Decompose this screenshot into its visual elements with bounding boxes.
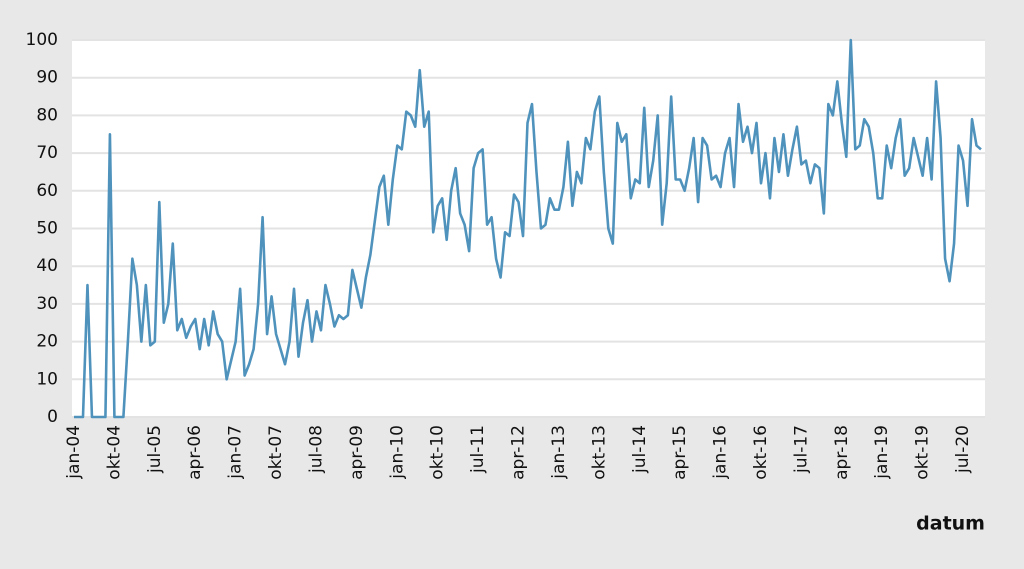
x-tick-label: okt-16 (751, 425, 771, 480)
y-tick-label: 20 (36, 332, 58, 352)
x-tick-label: okt-04 (104, 425, 124, 480)
x-tick-label: apr-12 (509, 425, 529, 480)
x-tick-label: jul-20 (953, 425, 973, 474)
x-tick-label: apr-06 (185, 425, 205, 480)
x-tick-label: apr-09 (347, 425, 367, 480)
x-tick-label: jan-04 (64, 425, 84, 480)
x-tick-label: okt-07 (266, 425, 286, 480)
y-tick-label: 30 (36, 294, 58, 314)
x-tick-label: okt-13 (589, 425, 609, 480)
x-tick-label: jul-14 (630, 425, 650, 474)
y-tick-label: 90 (36, 68, 58, 88)
x-tick-label: jul-11 (468, 425, 488, 474)
y-tick-label: 50 (36, 219, 58, 239)
x-tick-label: jul-17 (791, 425, 811, 474)
data-line (74, 38, 982, 419)
x-tick-label: okt-19 (913, 425, 933, 480)
x-tick-label: jul-05 (145, 425, 165, 474)
y-tick-label: 40 (36, 256, 58, 276)
y-tick-label: 70 (36, 143, 58, 163)
x-tick-label: okt-10 (428, 425, 448, 480)
x-tick-label: apr-15 (670, 425, 690, 480)
x-axis-title: datum (916, 513, 985, 535)
x-tick-label: jan-19 (872, 425, 892, 480)
y-tick-label: 80 (36, 105, 58, 125)
y-tick-label: 60 (36, 181, 58, 201)
x-tick-label: jan-16 (711, 425, 731, 480)
y-tick-label: 0 (47, 407, 58, 427)
x-tick-label: jan-07 (226, 425, 246, 480)
x-tick-label: jul-08 (306, 425, 326, 474)
x-tick-label: jan-13 (549, 425, 569, 480)
x-tick-label: apr-18 (832, 425, 852, 480)
y-tick-label: 100 (26, 30, 58, 50)
y-tick-label: 10 (36, 369, 58, 389)
x-tick-label: jan-10 (387, 425, 407, 480)
